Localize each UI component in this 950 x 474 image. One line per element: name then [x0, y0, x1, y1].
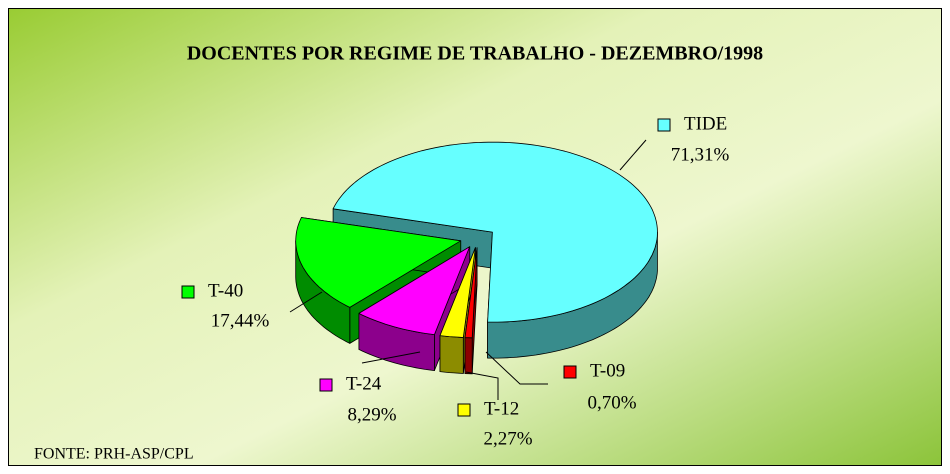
category-label: T-09: [590, 360, 625, 381]
slice: [332, 141, 658, 323]
category-label: T-40: [208, 280, 243, 301]
legend-swatch: [181, 285, 195, 299]
slice: [464, 247, 478, 339]
pie: [295, 141, 658, 375]
leader-line: [485, 351, 548, 385]
chart-title: DOCENTES POR REGIME DE TRABALHO - DEZEMB…: [187, 43, 763, 65]
source-note: FONTE: PRH-ASP/CPL: [34, 446, 194, 463]
leader-line: [361, 351, 421, 364]
slice: [295, 217, 462, 308]
category-label: T-24: [346, 373, 382, 394]
value-label: 17,44%: [211, 310, 270, 331]
slice-side: [439, 335, 464, 374]
slice-side: [464, 337, 473, 375]
slice: [439, 247, 476, 338]
category-label: TIDE: [684, 113, 727, 134]
slice: [358, 246, 471, 335]
leader-line: [465, 371, 499, 400]
value-label: 71,31%: [671, 144, 730, 165]
value-label: 2,27%: [483, 428, 532, 449]
legend-swatch: [457, 403, 471, 417]
legend-swatch: [657, 118, 671, 132]
legend-swatch: [563, 365, 577, 379]
leader-line: [289, 291, 323, 313]
value-label: 0,70%: [587, 392, 636, 413]
category-label: T-12: [484, 398, 519, 419]
legend-swatch: [319, 378, 333, 392]
value-label: 8,29%: [347, 404, 396, 425]
labels: TIDE 71,31% T-09 0,70% T-12 2,27% T-24 8,29% T-4…: [181, 113, 730, 449]
leader-line: [619, 139, 647, 171]
